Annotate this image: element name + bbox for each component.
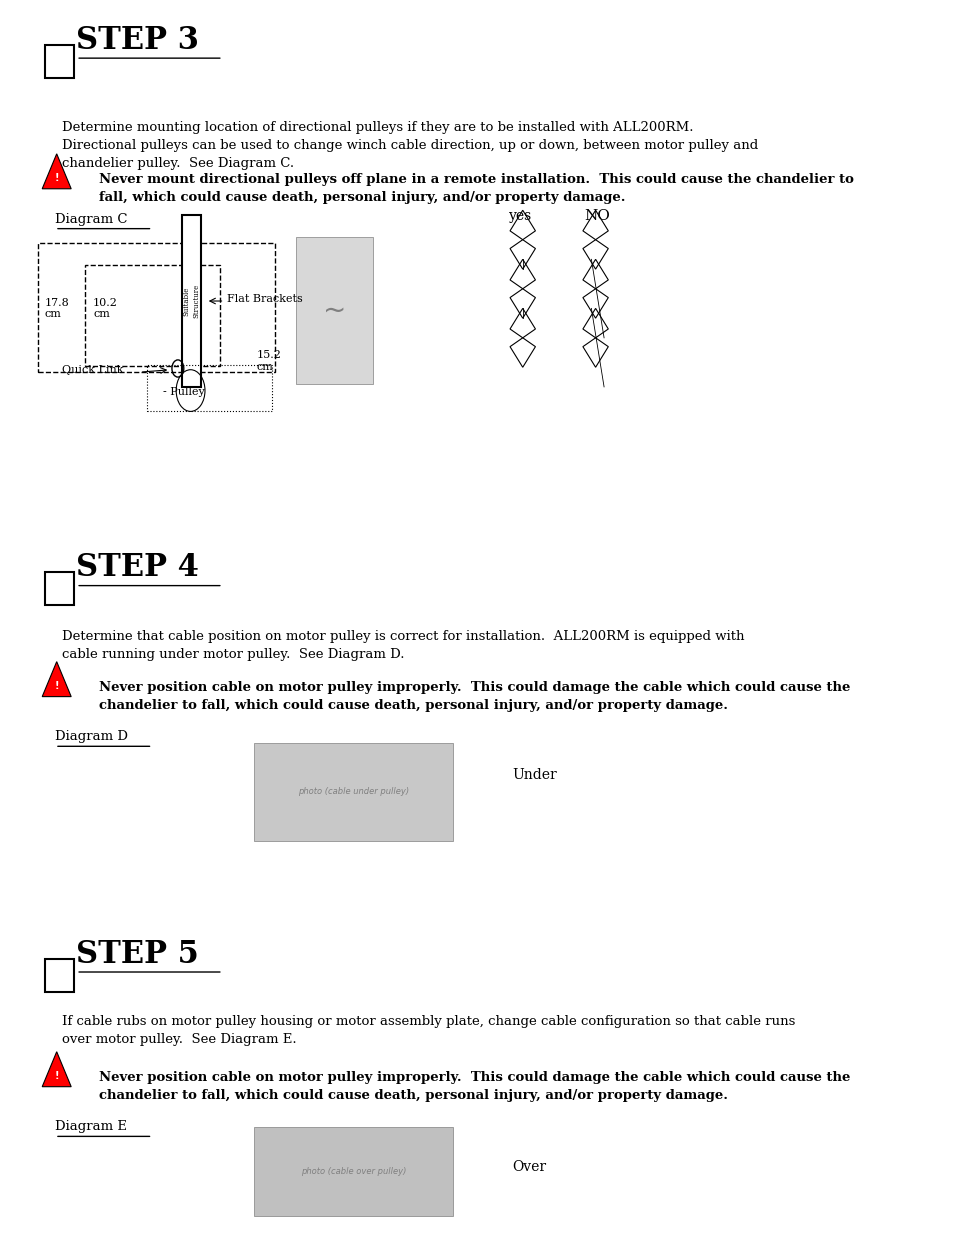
Bar [296,237,373,384]
Bar [253,742,453,841]
Text: STEP 5: STEP 5 [76,939,199,969]
Text: !: ! [54,1071,59,1081]
Text: Diagram E: Diagram E [55,1120,127,1134]
Text: Diagram C: Diagram C [55,212,128,226]
Text: photo (cable under pulley): photo (cable under pulley) [297,787,409,797]
Text: 15.2
cm: 15.2 cm [256,350,281,372]
Text: Never mount directional pulleys off plane in a remote installation.  This could : Never mount directional pulleys off plan… [99,173,853,205]
Text: photo (cable over pulley): photo (cable over pulley) [300,1167,406,1177]
Polygon shape [42,1052,71,1087]
Text: Never position cable on motor pulley improperly.  This could damage the cable wh: Never position cable on motor pulley imp… [99,1072,849,1103]
FancyBboxPatch shape [45,44,73,78]
Bar [45,572,73,605]
Text: Diagram D: Diagram D [55,730,128,743]
Text: STEP 3: STEP 3 [76,25,199,56]
Bar [38,243,275,372]
Text: !: ! [54,173,59,183]
Polygon shape [42,154,71,189]
Text: If cable rubs on motor pulley housing or motor assembly plate, change cable conf: If cable rubs on motor pulley housing or… [62,1015,795,1046]
Text: Never position cable on motor pulley improperly.  This could damage the cable wh: Never position cable on motor pulley imp… [99,682,849,713]
Bar [182,215,200,387]
Text: Over: Over [512,1160,546,1174]
Text: Quick Link: Quick Link [62,364,123,374]
Text: - Pulley: - Pulley [163,387,205,396]
Text: Determine mounting location of directional pulleys if they are to be installed w: Determine mounting location of direction… [62,121,758,169]
Text: Flat Brackets: Flat Brackets [227,294,302,304]
Text: NO: NO [584,209,610,224]
Bar [45,958,73,992]
Polygon shape [42,662,71,697]
Bar [253,1126,453,1216]
Text: Determine that cable position on motor pulley is correct for installation.  ALL2: Determine that cable position on motor p… [62,630,743,661]
Text: yes: yes [509,209,532,224]
Text: 10.2
cm: 10.2 cm [93,298,118,319]
Text: Under: Under [512,767,557,782]
Text: ~: ~ [323,296,346,325]
Text: !: ! [54,682,59,692]
Text: STEP 4: STEP 4 [76,552,199,583]
Bar [85,266,220,366]
Text: Suitable
Structure: Suitable Structure [183,284,200,319]
Text: 17.8
cm: 17.8 cm [45,298,70,319]
Bar [147,364,272,411]
